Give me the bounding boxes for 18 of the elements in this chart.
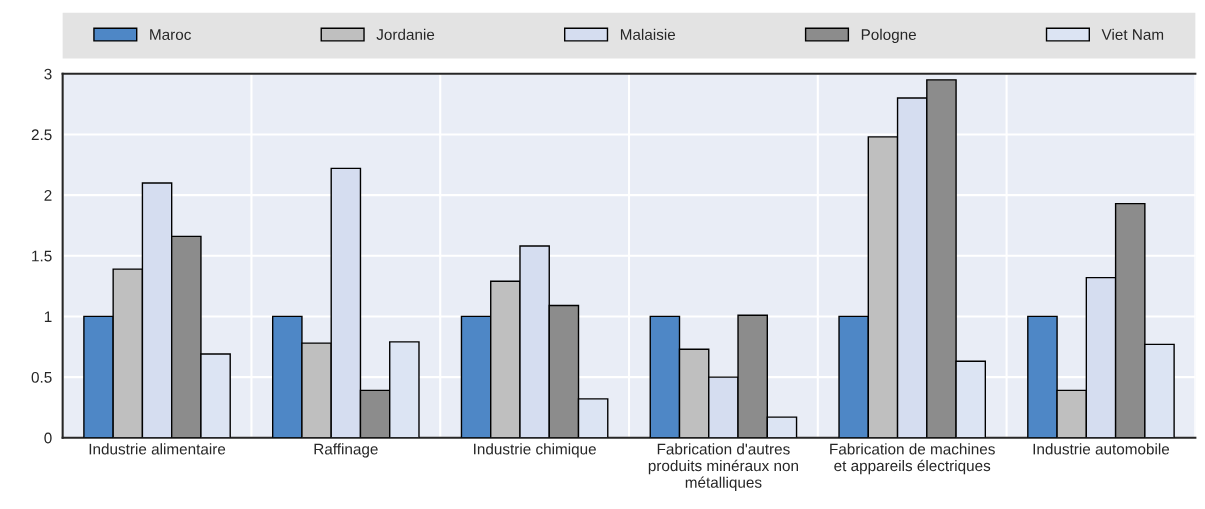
x-tick-label: Industrie alimentaire: [89, 443, 226, 455]
legend-label: Viet Nam: [1101, 28, 1164, 40]
x-tick-label: Raffinage: [314, 443, 378, 458]
y-tick-label: 3: [44, 68, 52, 80]
x-tick-label: Industrie automobile: [1033, 443, 1170, 455]
y-tick-label: 0.5: [31, 371, 52, 383]
legend-label: Jordanie: [376, 28, 435, 40]
legend-label: Pologne: [861, 28, 916, 44]
y-tick-label: 1.5: [32, 250, 52, 262]
y-tick-label: 2.5: [31, 129, 52, 141]
y-tick-label: 2: [44, 189, 52, 201]
legend-label: Malaisie: [620, 28, 676, 40]
y-tick-label: 1: [44, 311, 52, 322]
x-tick-label: Industrie chimique: [474, 443, 596, 458]
x-tick-label: Fabrication d'autres produits minéraux non métalliques: [648, 443, 798, 491]
y-tick-label: 0: [44, 432, 52, 444]
legend-label: Maroc: [150, 29, 191, 40]
x-tick-label: Fabrication de machines et appareils électriques: [830, 443, 995, 475]
